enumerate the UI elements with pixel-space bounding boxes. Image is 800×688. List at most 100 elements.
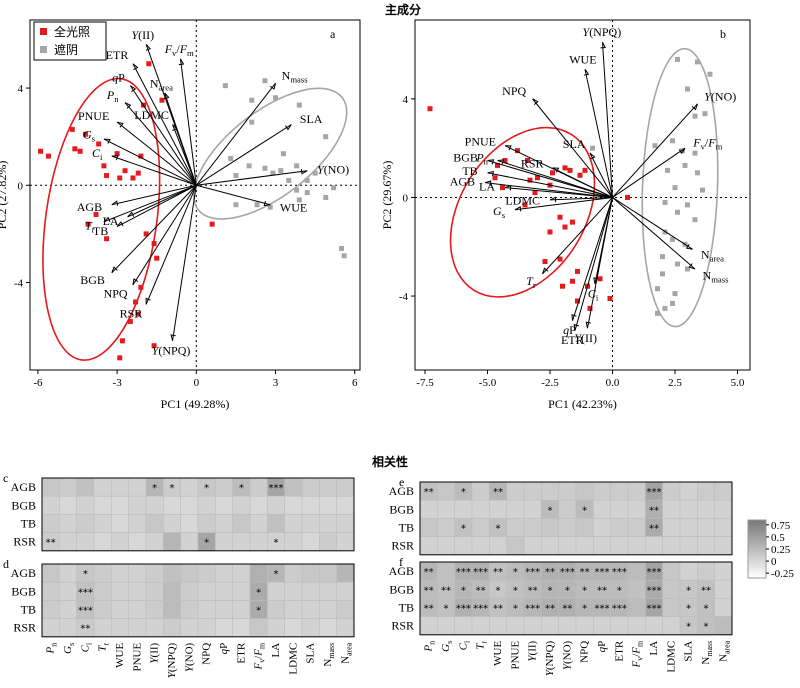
heatmap-cell xyxy=(284,495,303,515)
point-shade xyxy=(270,170,276,176)
loading-label: RSR xyxy=(521,156,544,170)
loading-arrow xyxy=(484,182,613,198)
significance-stars: * xyxy=(548,585,553,596)
point-full-light xyxy=(135,311,141,317)
point-shade xyxy=(262,165,268,171)
heatmap-cell xyxy=(232,618,251,638)
loading-arrow xyxy=(103,184,197,223)
point-shade xyxy=(312,170,318,176)
significance-stars: * xyxy=(461,487,466,498)
column-label: WUE xyxy=(492,641,504,666)
significance-stars: *** xyxy=(647,567,662,578)
x-axis-label: PC1 (49.28%) xyxy=(161,397,230,411)
heatmap-cell xyxy=(249,532,268,552)
heatmap-cell xyxy=(419,536,438,556)
heatmap-cell xyxy=(163,600,181,619)
loading-arrow xyxy=(103,138,197,186)
point-shade xyxy=(665,167,670,173)
heatmap-cell xyxy=(489,499,507,519)
heatmap-cell xyxy=(41,618,60,638)
point-shade xyxy=(675,56,680,62)
heatmap-cell xyxy=(197,600,216,619)
heatmap-cell xyxy=(180,514,199,533)
significance-stars: ** xyxy=(545,604,555,615)
loading-label: Y(NO) xyxy=(704,89,736,103)
heatmap-cell xyxy=(197,495,216,515)
point-shade xyxy=(655,286,660,292)
heatmap-cell xyxy=(215,618,233,638)
legend-label-full-light: 全光照 xyxy=(54,24,90,39)
loading-label: LDMC xyxy=(134,108,169,122)
legend-swatch-shade xyxy=(40,46,47,53)
loading-label: ETR xyxy=(106,48,129,62)
heatmap-cell xyxy=(163,495,181,515)
point-full-light xyxy=(117,175,123,181)
arrow-head xyxy=(116,121,124,128)
heatmap-cell xyxy=(215,600,233,619)
loading-arrow xyxy=(145,185,197,305)
point-full-light xyxy=(146,61,152,67)
point-shade xyxy=(680,148,685,154)
y-tick-label: -4 xyxy=(399,291,409,303)
loading-arrow xyxy=(164,92,197,186)
heatmap-cell xyxy=(128,495,147,515)
legend-swatch-full-light xyxy=(40,28,47,35)
heatmap-cell xyxy=(180,532,199,552)
heatmap-cell xyxy=(93,495,112,515)
panel-letter: b xyxy=(720,27,726,41)
heatmap-cell xyxy=(41,581,60,601)
arrow-head xyxy=(589,152,596,160)
loading-label: Tr xyxy=(526,274,536,290)
column-label: Y(II) xyxy=(149,642,161,663)
arrow-head xyxy=(571,314,577,321)
heatmap-cell xyxy=(336,477,355,497)
heatmap-cell xyxy=(336,618,355,638)
column-label: Gs xyxy=(440,641,454,652)
loading-arrow xyxy=(116,184,197,228)
loading-arrow xyxy=(196,124,292,186)
point-shade xyxy=(262,78,268,84)
point-full-light xyxy=(154,255,160,261)
heatmap-cell xyxy=(284,532,303,552)
row-label: AGB xyxy=(11,566,36,580)
heatmap-cell xyxy=(111,514,129,533)
column-label: ETR xyxy=(613,640,625,661)
column-label: Y(NPQ) xyxy=(544,640,556,676)
point-full-light xyxy=(122,168,128,174)
colorbar-label: 0 xyxy=(771,556,777,568)
heatmap-cell xyxy=(197,618,216,638)
significance-stars: ** xyxy=(493,487,503,498)
point-full-light xyxy=(535,175,540,181)
column-label: Tr xyxy=(97,642,111,651)
heatmap-cell xyxy=(163,563,181,583)
y-tick-label: -4 xyxy=(14,278,24,290)
point-shade xyxy=(675,261,680,267)
significance-stars: * xyxy=(582,604,587,615)
significance-stars: *** xyxy=(612,604,627,615)
heatmap-cell xyxy=(506,481,525,501)
heatmap-cell xyxy=(128,532,147,552)
heatmap-cell xyxy=(627,481,646,501)
significance-stars: * xyxy=(152,483,157,494)
heatmap-cell xyxy=(76,514,95,533)
point-full-light xyxy=(117,355,123,361)
heatmap-cell xyxy=(128,600,147,619)
column-label: LA xyxy=(648,641,660,656)
significance-stars: * xyxy=(704,622,709,633)
heatmap-cell xyxy=(437,561,455,581)
column-label: LA xyxy=(270,643,282,658)
significance-stars: *** xyxy=(595,567,610,578)
heatmap-cell xyxy=(215,581,233,601)
heatmap-cell xyxy=(93,477,112,497)
point-full-light xyxy=(587,305,593,311)
significance-stars: * xyxy=(256,606,261,617)
heatmap-cell xyxy=(558,499,577,519)
point-full-light xyxy=(500,185,505,191)
loading-label: Y(NPQ) xyxy=(583,25,622,39)
significance-stars: *** xyxy=(525,567,540,578)
heatmap-cell xyxy=(41,495,60,515)
significance-stars: * xyxy=(461,524,466,535)
heatmap-cell xyxy=(523,518,542,537)
x-tick-label: 2.5 xyxy=(668,377,682,389)
